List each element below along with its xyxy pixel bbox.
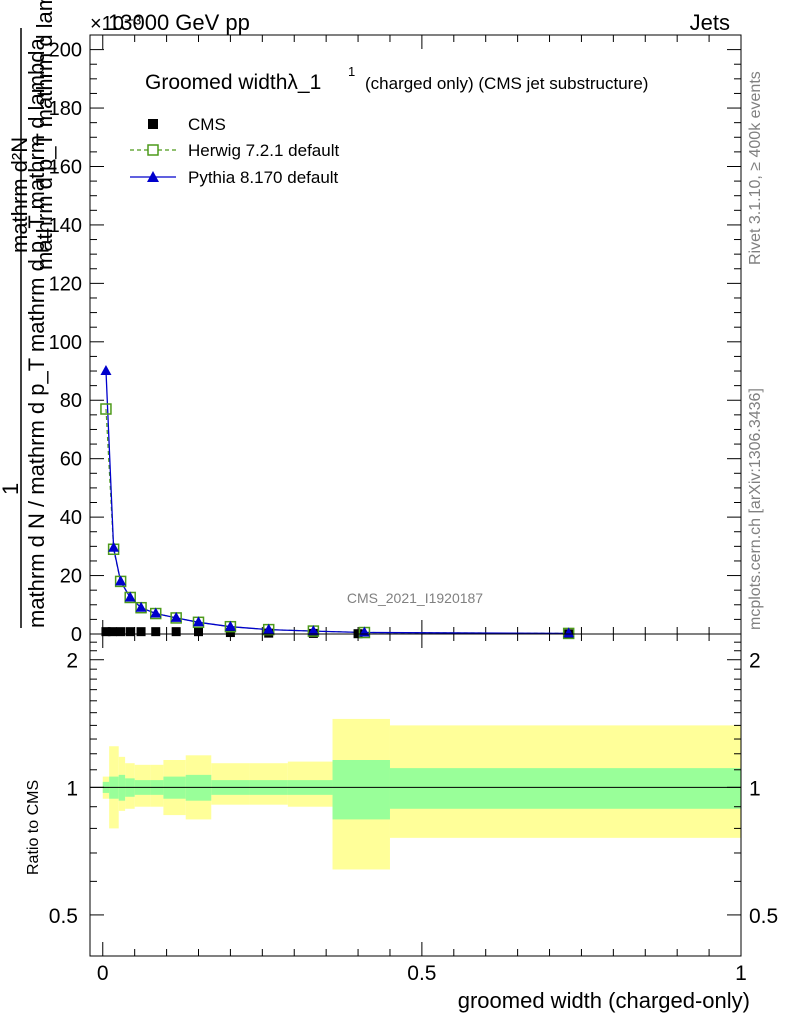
main-ticks: 0 20 40 60 80 100 120 140 160 180 200 bbox=[49, 35, 742, 646]
pythia-point bbox=[193, 616, 204, 627]
y-tick-label: 140 bbox=[49, 215, 82, 237]
cms-point bbox=[194, 627, 203, 637]
pythia-point bbox=[124, 591, 136, 602]
ratio-ticks: 0.5 0.5 1 1 2 2 0 0.5 1 bbox=[49, 634, 778, 985]
ratio-panel: 0.5 0.5 1 1 2 2 0 0.5 1 bbox=[49, 633, 778, 985]
pythia-point bbox=[224, 620, 236, 631]
legend-item-pythia: Pythia 8.170 default bbox=[130, 168, 339, 187]
ylabel-numerator: 1 bbox=[0, 483, 23, 495]
main-series bbox=[100, 365, 575, 640]
scale-label: ×10⁻³ bbox=[90, 13, 141, 35]
legend-pythia-marker bbox=[147, 171, 159, 182]
rivet-label: Rivet 3.1.10, ≥ 400k events bbox=[747, 71, 764, 265]
pythia-point bbox=[170, 611, 182, 622]
ratio-y-tick-label: 1 bbox=[66, 777, 78, 800]
pythia-point bbox=[263, 623, 275, 634]
y-tick-label: 0 bbox=[71, 624, 82, 646]
x-axis-title: groomed width (charged-only) bbox=[458, 988, 750, 1013]
pythia-point bbox=[108, 541, 120, 552]
y-tick-label: 160 bbox=[49, 156, 82, 178]
chart-title: Groomed widthλ_1 1 (charged only) (CMS j… bbox=[145, 64, 648, 94]
watermark: CMS_2021_I1920187 bbox=[347, 590, 483, 606]
ratio-y-axis-title: Ratio to CMS bbox=[25, 780, 42, 875]
y-tick-label: 40 bbox=[60, 507, 82, 529]
legend: CMS Herwig 7.2.1 default Pythia 8.170 de… bbox=[130, 115, 339, 187]
y-tick-label: 20 bbox=[60, 566, 82, 588]
x-tick-label: 0.5 bbox=[407, 962, 436, 985]
pythia-point bbox=[100, 365, 112, 376]
y-tick-label: 60 bbox=[60, 449, 82, 471]
pythia-point bbox=[307, 625, 319, 636]
mcplots-label: mcplots.cern.ch [arXiv:1306.3436] bbox=[747, 388, 764, 630]
pythia-point bbox=[115, 575, 127, 586]
ylabel-denominator: mathrm d N / mathrm d p_T mathrm d p_T m… bbox=[24, 38, 49, 628]
title-sub: (charged only) (CMS jet substructure) bbox=[365, 74, 648, 93]
cms-point bbox=[116, 627, 126, 637]
herwig-line bbox=[105, 408, 569, 634]
main-panel: 0 20 40 60 80 100 120 140 160 180 200 CMS_2021_I19… bbox=[49, 34, 742, 646]
ylabel-top-2: mathrm d p_T mathrm d lambda bbox=[32, 0, 57, 270]
main-y-axis-title: mathrm d²N mathrm d p_T mathrm d lambda … bbox=[0, 0, 57, 628]
cms-point bbox=[101, 627, 111, 637]
ratio-frame bbox=[89, 633, 742, 957]
ratio-y-tick-label-right: 0.5 bbox=[749, 905, 778, 928]
ratio-inner-band bbox=[332, 760, 390, 820]
ratio-bands bbox=[102, 718, 741, 870]
cms-point bbox=[151, 627, 161, 637]
pythia-point bbox=[563, 627, 575, 638]
pythia-point bbox=[150, 607, 162, 618]
y-tick-label: 180 bbox=[49, 98, 82, 120]
x-tick-label: 1 bbox=[735, 962, 747, 985]
ratio-y-tick-label-right: 2 bbox=[749, 650, 761, 673]
cms-point bbox=[125, 627, 135, 637]
y-tick-label: 80 bbox=[60, 390, 82, 412]
legend-cms-marker bbox=[148, 119, 158, 129]
ratio-y-tick-label: 0.5 bbox=[49, 905, 78, 928]
ylabel-top: mathrm d²N bbox=[7, 137, 32, 253]
y-tick-label: 200 bbox=[49, 40, 82, 62]
cms-point bbox=[136, 627, 146, 637]
cms-point bbox=[171, 627, 181, 637]
x-tick-label: 0 bbox=[97, 962, 109, 985]
cms-point bbox=[225, 628, 235, 638]
energy-label: 13000 GeV pp bbox=[108, 10, 250, 35]
y-tick-label: 100 bbox=[49, 332, 82, 354]
legend-herwig-marker bbox=[147, 144, 159, 156]
ratio-inner-band bbox=[389, 768, 741, 809]
title-sup: 1 bbox=[348, 64, 355, 79]
herwig-point bbox=[100, 403, 112, 415]
pythia-line bbox=[105, 370, 569, 635]
y-tick-label: 120 bbox=[49, 273, 82, 295]
legend-cms-label: CMS bbox=[188, 115, 226, 134]
legend-item-cms: CMS bbox=[148, 115, 226, 134]
legend-item-herwig: Herwig 7.2.1 default bbox=[130, 141, 339, 160]
ratio-y-tick-label-right: 1 bbox=[749, 777, 761, 800]
category-label: Jets bbox=[690, 10, 730, 35]
legend-herwig-label: Herwig 7.2.1 default bbox=[188, 141, 339, 160]
title-main: Groomed widthλ_1 bbox=[145, 71, 321, 94]
legend-pythia-label: Pythia 8.170 default bbox=[188, 168, 339, 187]
pythia-point bbox=[135, 601, 147, 612]
cms-point bbox=[107, 627, 117, 637]
ratio-y-tick-label: 2 bbox=[66, 650, 78, 673]
